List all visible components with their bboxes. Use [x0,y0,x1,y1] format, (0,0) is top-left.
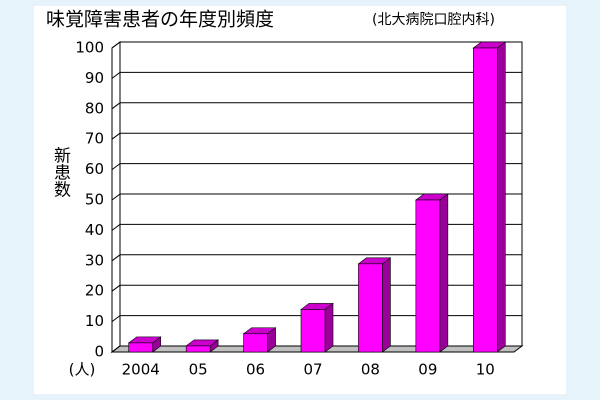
grid-line [111,163,121,171]
bar [242,327,277,353]
grid-line [111,254,121,262]
grid-line [111,132,121,140]
grid-line [111,102,121,110]
y-tick-label: 100 [75,39,104,57]
bar-front [128,342,154,353]
bar-front [472,47,498,353]
y-tick-label: 40 [85,221,104,239]
x-tick-label: 06 [246,361,265,379]
bar [300,302,334,353]
y-tick-label: 0 [94,343,104,361]
chart-title: 味覚障害患者の年度別頻度 [46,9,274,31]
y-tick-label: 90 [85,69,104,87]
bar [472,41,507,353]
bar-side [324,302,334,353]
bar-side [382,257,391,353]
grid-line [111,345,121,353]
x-tick-label: 08 [361,361,380,379]
grid-line [111,315,121,323]
x-tick-label: 10 [476,361,495,379]
y-tick-label: 10 [85,312,104,330]
bar [357,257,392,353]
bar-side [496,41,506,353]
y-tick-label: 70 [85,130,104,148]
bar-front [358,263,383,353]
bar-front [415,199,441,353]
bar [414,193,449,353]
y-tick-label: 20 [85,282,104,300]
x-tick-label: 2004 [122,361,160,379]
grid-line [111,193,121,201]
y-tick-label: 60 [85,160,104,178]
bar-front [300,309,326,353]
x-tick-label: 09 [418,361,437,379]
y-tick-label: 30 [85,251,104,269]
bar-front [185,345,211,353]
chart-subtitle: (北大病院口腔内科) [372,12,495,28]
y-tick-label: 50 [85,191,104,209]
grid-line [111,223,121,231]
bar-front [243,333,268,353]
y-axis-label: 新患数 [50,146,71,197]
x-tick-label: 05 [189,361,208,379]
bar-side [439,193,449,353]
bar [185,339,220,353]
grid-line [111,284,121,292]
grid-line [111,41,121,49]
x-tick-label: 07 [303,361,322,379]
grid-line [111,72,121,79]
bar [127,336,162,353]
unit-label: (人) [69,361,96,379]
y-tick-label: 80 [85,99,104,117]
